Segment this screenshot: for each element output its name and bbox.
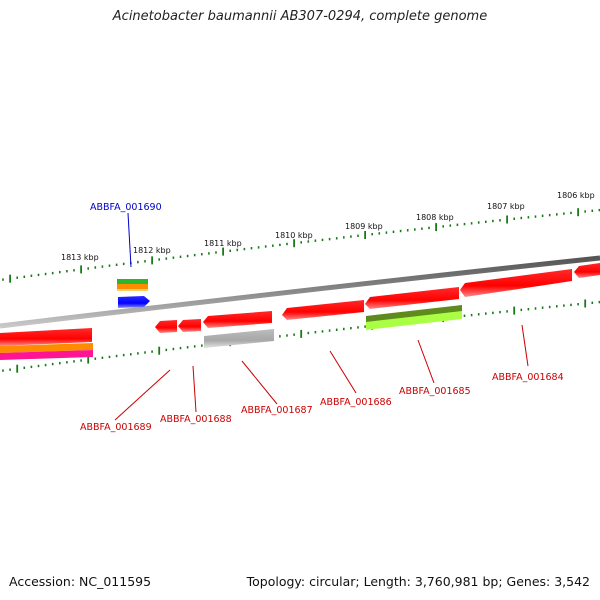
genome-backbone (0, 255, 600, 329)
kbp-label-1809: 1809 kbp (345, 222, 383, 231)
genome-summary-text: Topology: circular; Length: 3,760,981 bp… (246, 574, 590, 589)
outer-scale-ticks (2, 208, 600, 283)
gene-label-ABBFA_001685[interactable]: ABBFA_001685 (399, 386, 471, 397)
kbp-label-1806: 1806 kbp (557, 191, 595, 200)
gene-label-ABBFA_001688[interactable]: ABBFA_001688 (160, 414, 232, 425)
gene-right-edge-arrow[interactable] (574, 263, 600, 278)
gene-ABBFA_001688-arrow[interactable] (178, 319, 201, 332)
leader-ABBFA_001686 (329, 350, 357, 394)
leader-ABBFA_001685 (417, 339, 435, 384)
leader-ABBFA_001684 (521, 324, 529, 367)
gene-ABBFA_001690-arrow[interactable] (118, 296, 150, 308)
kbp-labels: 1813 kbp 1812 kbp 1811 kbp 1810 kbp 1809… (61, 191, 595, 262)
label-leader-lines (114, 212, 529, 421)
kbp-label-1813: 1813 kbp (61, 253, 99, 262)
leader-ABBFA_001688 (192, 365, 197, 413)
accession-text: Accession: NC_011595 (9, 574, 152, 589)
gene-left-edge-annotation-bars (0, 343, 93, 360)
gene-left-edge-arrow[interactable] (0, 328, 92, 346)
leader-ABBFA_001687 (241, 360, 278, 405)
gene-label-ABBFA_001690[interactable]: ABBFA_001690 (90, 202, 162, 213)
gene-ABBFA_001685-arrow[interactable] (365, 287, 459, 309)
kbp-label-1810: 1810 kbp (275, 231, 313, 240)
reverse-strand-genes (0, 263, 600, 360)
kbp-label-1811: 1811 kbp (204, 239, 242, 248)
kbp-label-1812: 1812 kbp (133, 246, 171, 255)
leader-ABBFA_001689 (114, 369, 171, 421)
gene-ABBFA_001687-arrow[interactable] (203, 311, 272, 328)
leader-ABBFA_001690 (127, 212, 132, 268)
gene-label-ABBFA_001686[interactable]: ABBFA_001686 (320, 397, 392, 408)
gene-ABBFA_001684-arrow[interactable] (460, 269, 572, 297)
kbp-label-1807: 1807 kbp (487, 202, 525, 211)
gene-label-ABBFA_001687[interactable]: ABBFA_001687 (241, 405, 313, 416)
genome-title: Acinetobacter baumannii AB307-0294, comp… (112, 9, 488, 24)
kbp-label-1808: 1808 kbp (416, 213, 454, 222)
gene-ABBFA_001687-annotation-bar (204, 329, 274, 348)
gene-ABBFA_001689-arrow[interactable] (155, 320, 177, 333)
gene-label-ABBFA_001689[interactable]: ABBFA_001689 (80, 422, 152, 433)
gene-labels: ABBFA_001690 ABBFA_001689 ABBFA_001688 A… (80, 202, 564, 433)
forward-strand-genes (117, 279, 150, 308)
gene-ABBFA_001690-annotation-bars (117, 279, 148, 291)
gene-ABBFA_001686-arrow[interactable] (282, 300, 364, 320)
gene-ABBFA_001685-annotation-bars (366, 305, 462, 330)
gene-label-ABBFA_001684[interactable]: ABBFA_001684 (492, 372, 564, 383)
